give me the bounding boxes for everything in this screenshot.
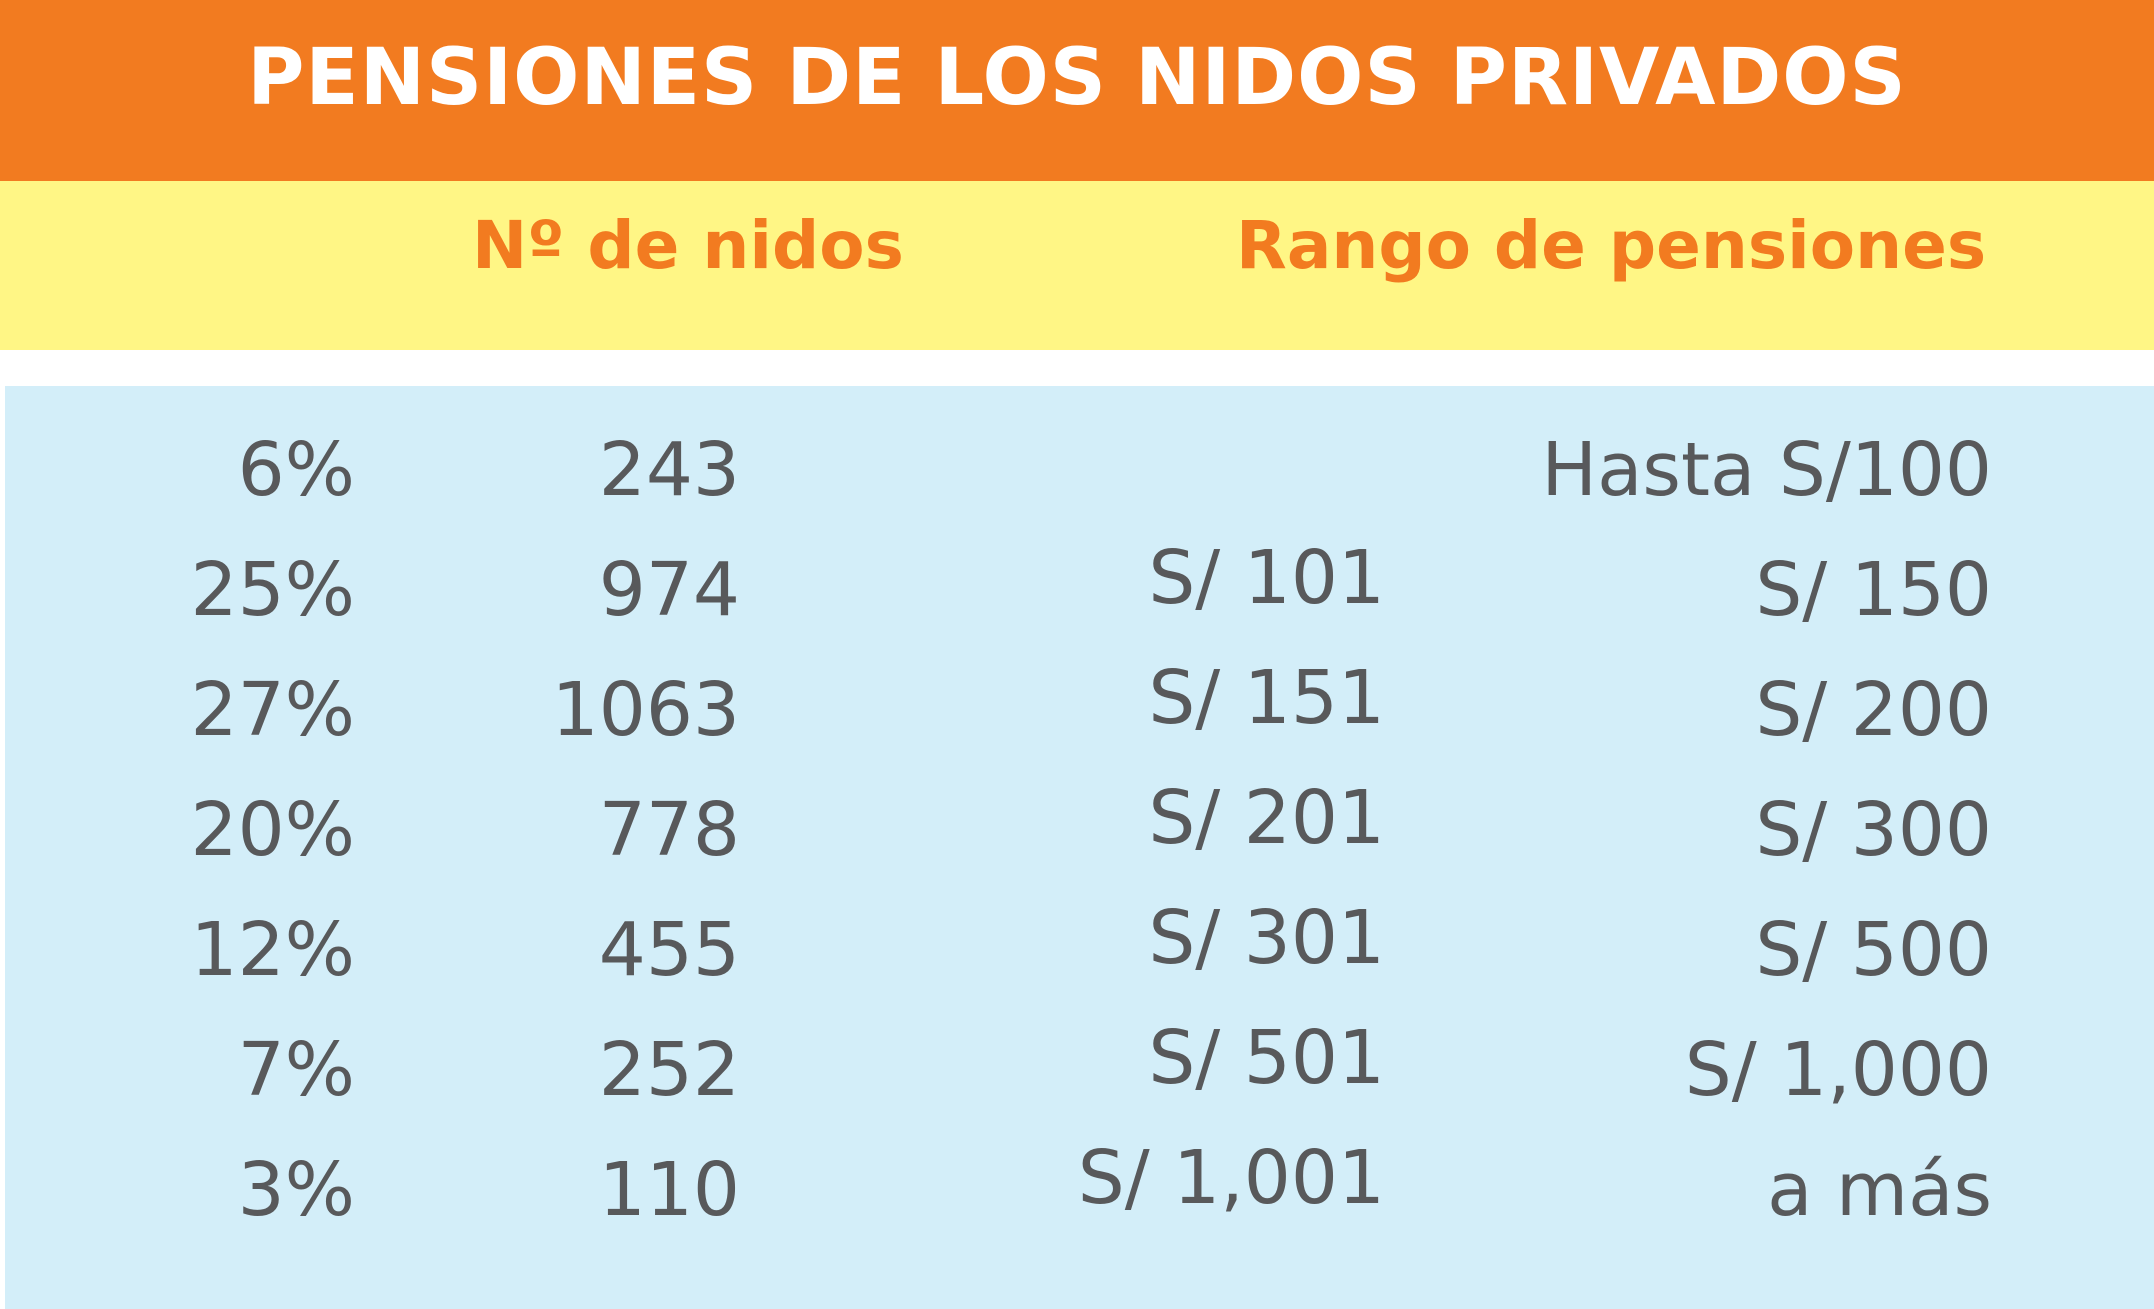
percent-cell: 6% xyxy=(237,427,355,513)
range-from-cell: S/ 1,001 xyxy=(1077,1135,1385,1221)
count-cell: 110 xyxy=(598,1147,740,1233)
table-row: 7% 252 S/ 501 S/ 1,000 xyxy=(0,1010,2154,1130)
column-header-nidos: Nº de nidos xyxy=(472,207,904,284)
count-cell: 455 xyxy=(598,907,740,993)
range-from-cell: S/ 101 xyxy=(1148,535,1385,621)
table-title: PENSIONES DE LOS NIDOS PRIVADOS xyxy=(247,33,1907,123)
column-header-rango: Rango de pensiones xyxy=(1236,207,1987,284)
range-to-cell: S/ 500 xyxy=(1755,907,1992,993)
percent-cell: 25% xyxy=(190,547,355,633)
table-row: 27% 1063 S/ 151 S/ 200 xyxy=(0,650,2154,770)
range-to-cell: S/ 150 xyxy=(1755,547,1992,633)
percent-cell: 3% xyxy=(237,1147,355,1233)
range-from-cell: S/ 301 xyxy=(1148,895,1385,981)
range-from-cell: S/ 501 xyxy=(1148,1015,1385,1101)
percent-cell: 12% xyxy=(190,907,355,993)
table-row: 12% 455 S/ 301 S/ 500 xyxy=(0,890,2154,1010)
range-to-cell: Hasta S/100 xyxy=(1541,427,1992,513)
title-banner xyxy=(0,0,2154,181)
percent-cell: 20% xyxy=(190,787,355,873)
range-to-cell: S/ 200 xyxy=(1755,667,1992,753)
count-cell: 1063 xyxy=(551,667,740,753)
range-from-cell xyxy=(1000,398,1385,518)
range-from-cell: S/ 201 xyxy=(1148,775,1385,861)
table-row: 25% 974 S/ 101 S/ 150 xyxy=(0,530,2154,650)
percent-cell: 7% xyxy=(237,1027,355,1113)
count-cell: 778 xyxy=(598,787,740,873)
column-header-band xyxy=(0,181,2154,350)
table-row: 20% 778 S/ 201 S/ 300 xyxy=(0,770,2154,890)
percent-cell: 27% xyxy=(190,667,355,753)
count-cell: 974 xyxy=(598,547,740,633)
range-from-cell: S/ 151 xyxy=(1148,655,1385,741)
range-to-cell: S/ 1,000 xyxy=(1684,1027,1992,1113)
range-to-cell: S/ 300 xyxy=(1755,787,1992,873)
count-cell: 243 xyxy=(598,427,740,513)
table-row: 6% 243 Hasta S/100 xyxy=(0,410,2154,530)
table-body xyxy=(5,386,2154,1309)
count-cell: 252 xyxy=(598,1027,740,1113)
table-row: 3% 110 S/ 1,001 a más xyxy=(0,1130,2154,1250)
divider xyxy=(0,350,2154,386)
range-to-cell: a más xyxy=(1767,1147,1992,1233)
